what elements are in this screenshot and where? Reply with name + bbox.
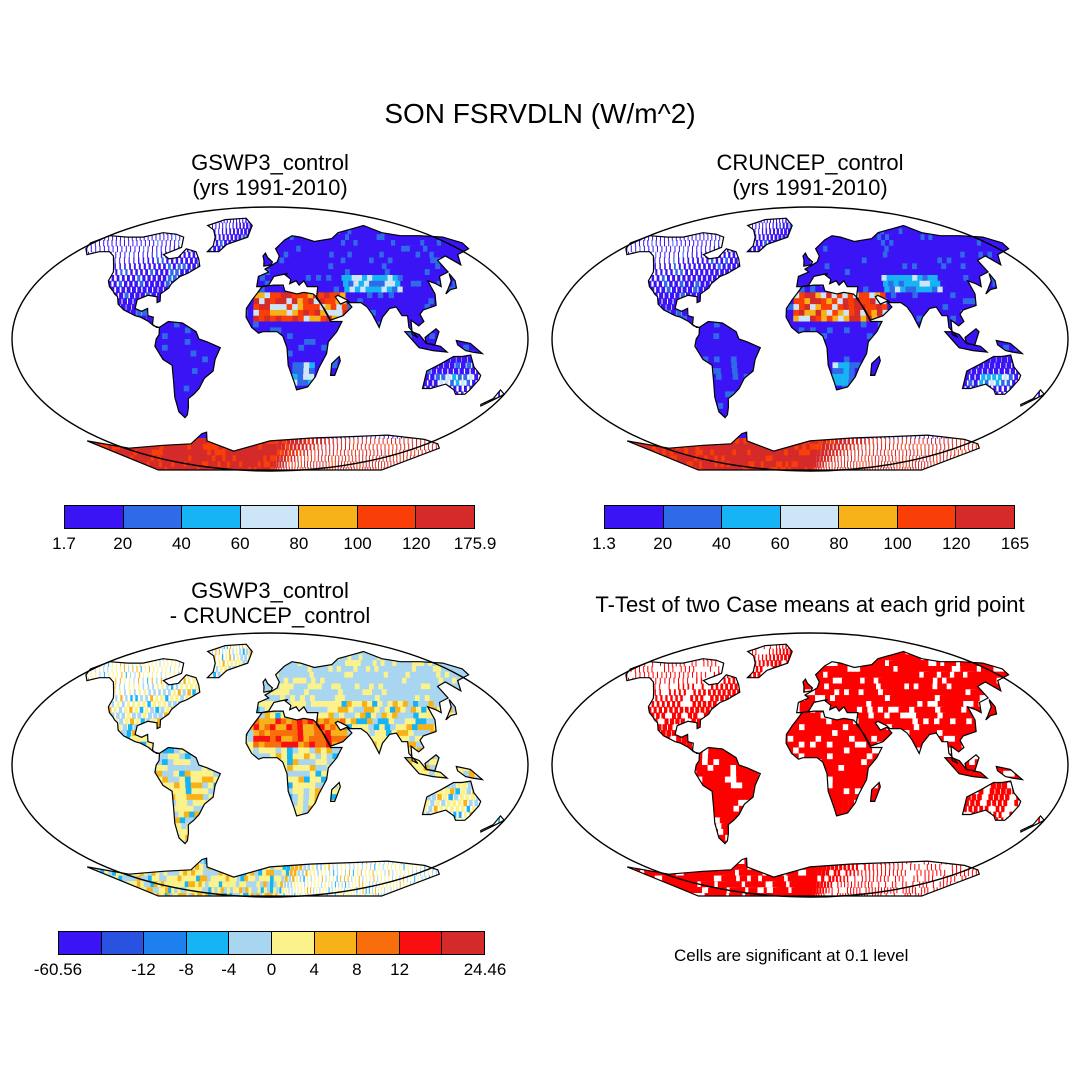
colorbar-segment [144, 932, 187, 954]
panel-title-gswp3: GSWP3_control (yrs 1991-2010) [191, 150, 349, 201]
colorbar-segment [442, 932, 484, 954]
colorbar-segment [65, 506, 124, 528]
colorbar-label: 80 [289, 534, 309, 553]
colorbar-segment [182, 506, 241, 528]
colorbar-segment [229, 932, 272, 954]
colorbar-label: 40 [171, 534, 191, 553]
colorbar-segment [314, 932, 358, 954]
colorbar-label: 120 [942, 534, 971, 553]
colorbar-label: 165 [1000, 534, 1030, 553]
map-diff [11, 632, 529, 898]
colorbar-label: 12 [390, 960, 410, 979]
colorbar-label: 4 [309, 960, 319, 979]
colorbar-label: 20 [113, 534, 133, 553]
colorbar-label: 80 [829, 534, 849, 553]
colorbar-label: -4 [221, 960, 237, 979]
colorbar-segment [399, 932, 443, 954]
colorbar-segment [357, 506, 417, 528]
panel-title-cruncep: CRUNCEP_control (yrs 1991-2010) [716, 150, 904, 201]
colorbar-label: 1.7 [52, 534, 76, 553]
colorbar-segment [299, 506, 358, 528]
colorbar-label: 20 [653, 534, 673, 553]
map-cruncep [551, 206, 1069, 472]
colorbar-label: 100 [343, 534, 372, 553]
colorbar-label: -12 [131, 960, 156, 979]
colorbar-label: 120 [402, 534, 431, 553]
colorbar-segment [123, 506, 183, 528]
colorbar-segment [780, 506, 840, 528]
panel-title-diff: GSWP3_control - CRUNCEP_control [169, 578, 371, 629]
colorbar-segment [897, 506, 957, 528]
colorbar-segment [240, 506, 300, 528]
figure-title: SON FSRVDLN (W/m^2) [384, 98, 696, 129]
colorbar-segment [722, 506, 781, 528]
colorbar-label: 60 [770, 534, 790, 553]
panel-title-ttest: T-Test of two Case means at each grid po… [595, 592, 1025, 617]
colorbar-segment [186, 932, 230, 954]
colorbar-segment [357, 932, 400, 954]
colorbar-segment [416, 506, 475, 528]
colorbar-label: 40 [711, 534, 731, 553]
colorbar-cruncep [604, 505, 1015, 529]
colorbar-label: 1.3 [592, 534, 616, 553]
map-ttest [551, 632, 1069, 898]
colorbar-label: 24.46 [463, 960, 507, 979]
colorbar-segment [271, 932, 315, 954]
colorbar-segment [956, 506, 1015, 528]
colorbar-label: 60 [230, 534, 250, 553]
colorbar-label: 175.9 [453, 534, 497, 553]
colorbar-label: 0 [266, 960, 277, 979]
colorbar-diff [58, 931, 485, 955]
colorbar-segment [101, 932, 145, 954]
colorbar-segment [839, 506, 898, 528]
colorbar-label: 8 [352, 960, 362, 979]
colorbar-segment [663, 506, 723, 528]
map-gswp3 [11, 206, 529, 472]
significance-note: Cells are significant at 0.1 level [674, 946, 909, 965]
colorbar-segment [59, 932, 102, 954]
colorbar-label: -8 [178, 960, 194, 979]
colorbar-gswp3 [64, 505, 475, 529]
colorbar-segment [605, 506, 664, 528]
colorbar-label: -60.56 [33, 960, 83, 979]
colorbar-label: 100 [883, 534, 912, 553]
